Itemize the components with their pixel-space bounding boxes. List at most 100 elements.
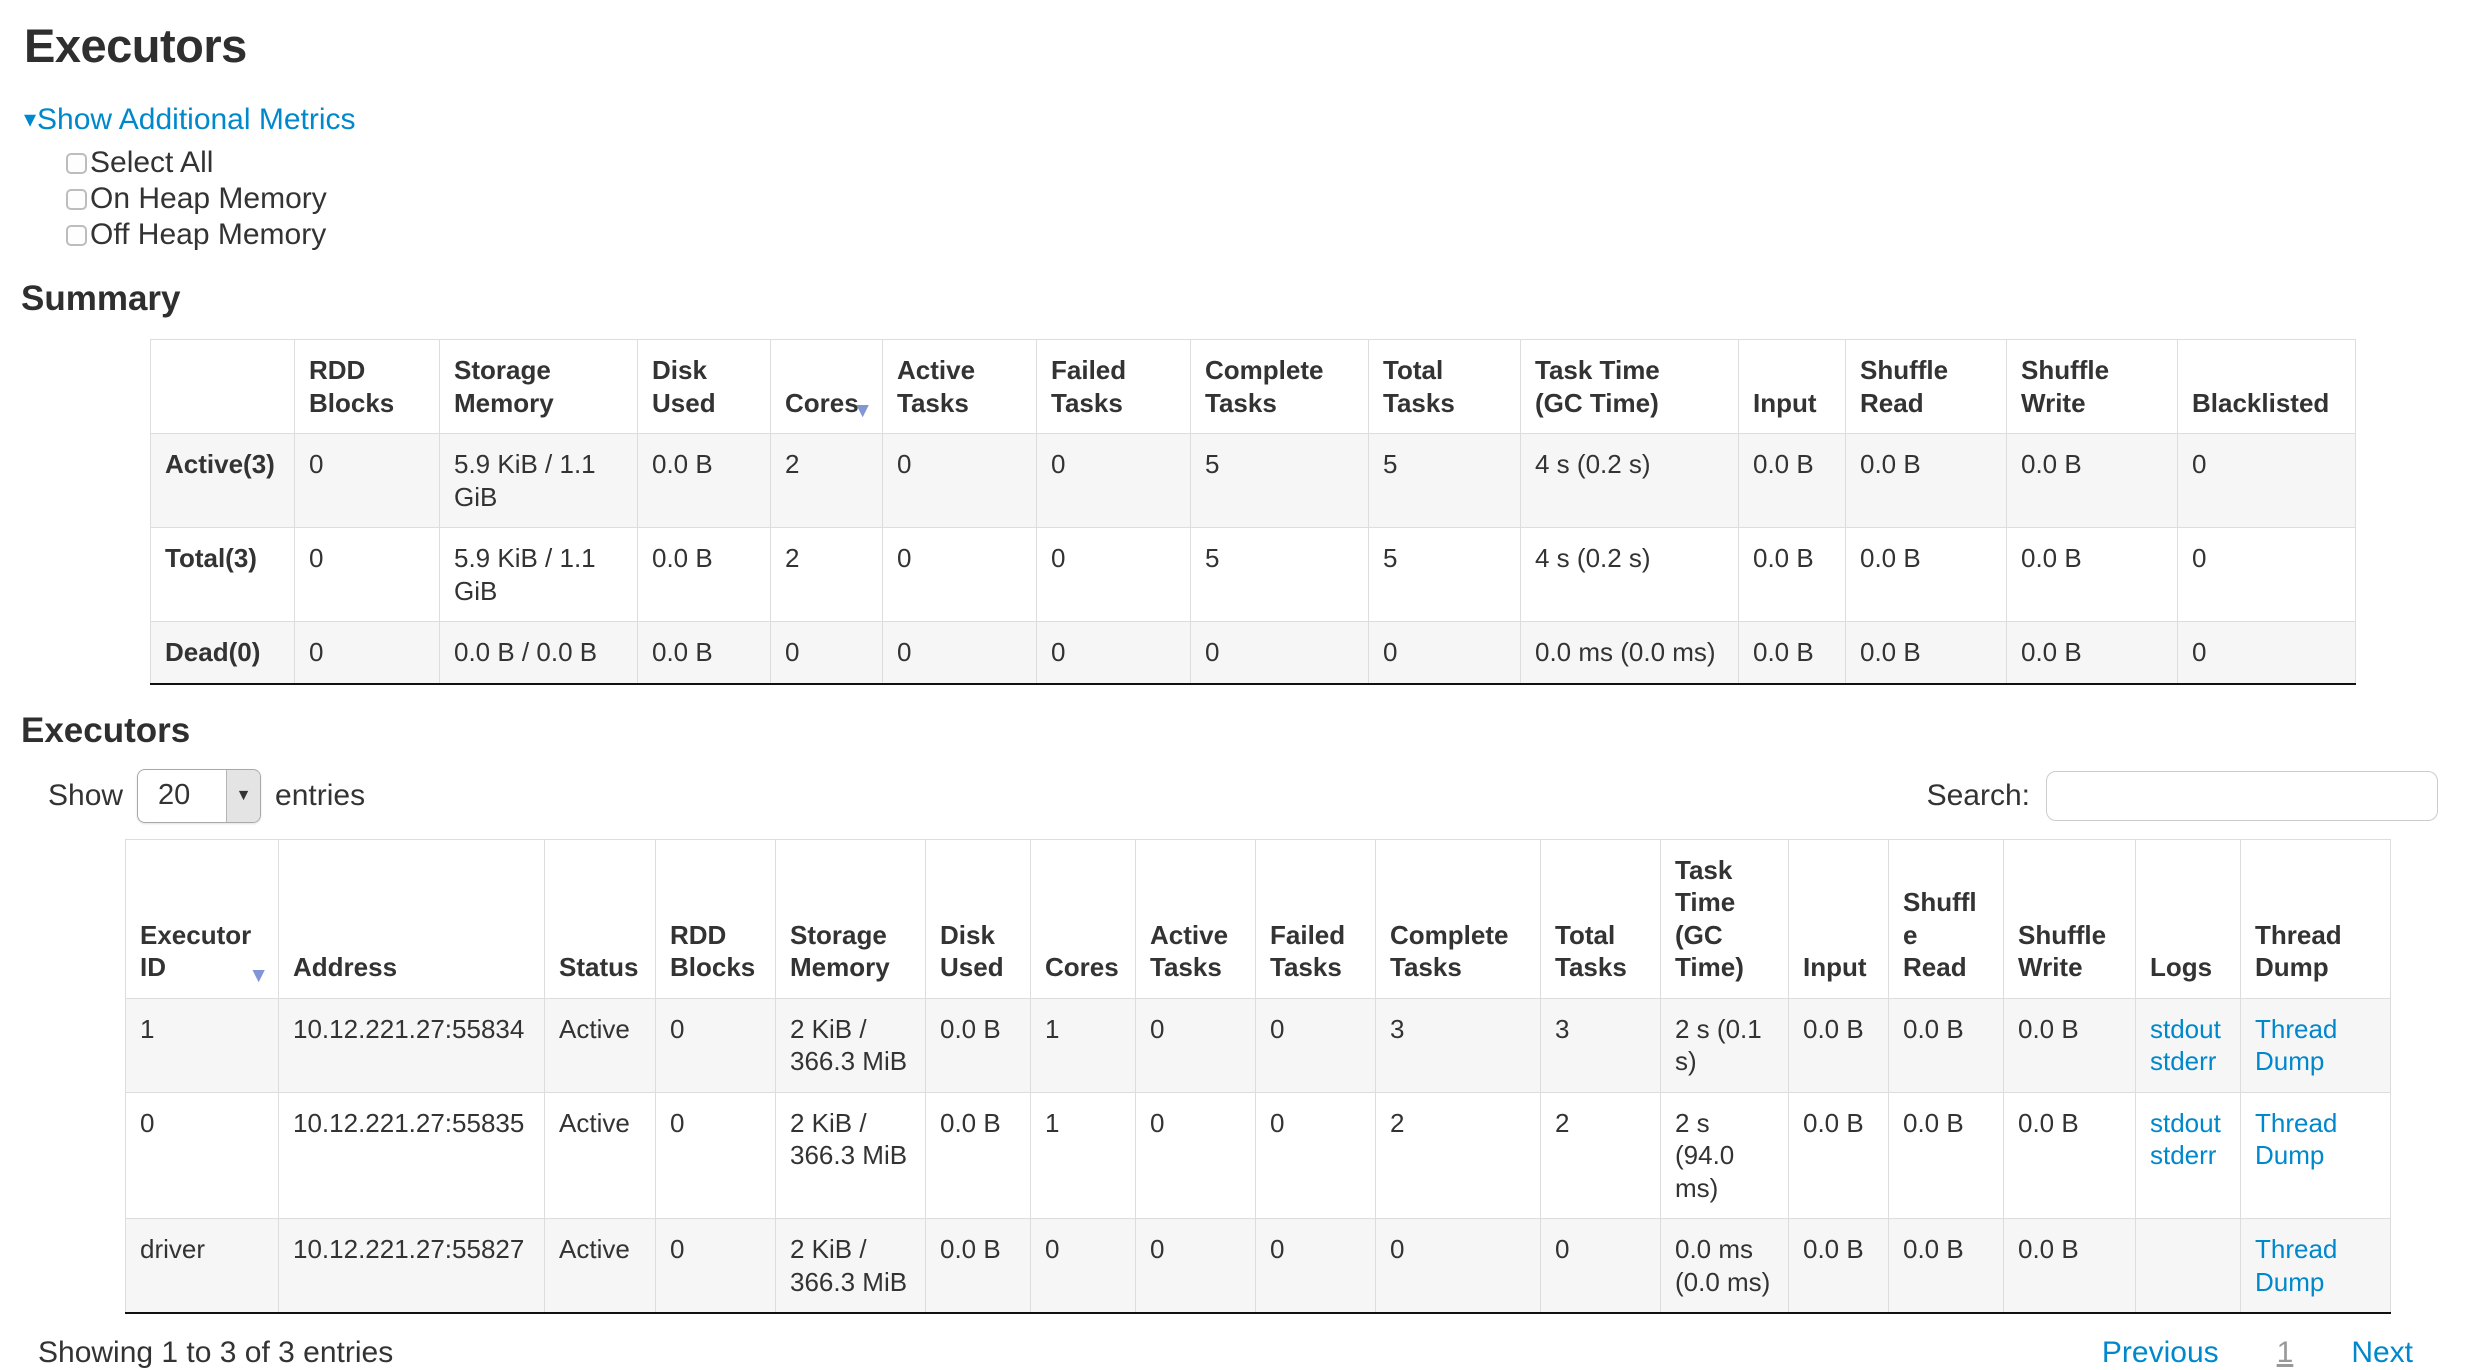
executor-cell: Active (544, 1091, 656, 1219)
executors-column-header[interactable]: Active Tasks (1135, 838, 1256, 999)
summary-column-header[interactable]: Total Tasks (1368, 339, 1521, 434)
summary-cell: 0.0 B (637, 621, 771, 685)
executor-cell: 0 (655, 997, 776, 1093)
executors-column-header[interactable]: Input (1788, 838, 1889, 999)
log-link-stdout[interactable]: stdout (2150, 1013, 2221, 1044)
summary-cell: 0 (882, 527, 1037, 622)
thread-dump-cell: Thread Dump (2240, 1218, 2391, 1314)
summary-table: RDD Blocks Storage Memory Disk Used Cores ▼ A… (150, 339, 2356, 685)
summary-row-label: Dead(0) (150, 621, 295, 685)
executors-column-header[interactable]: Logs (2135, 838, 2241, 999)
summary-column-header-label: Task Time (GC Time) (1535, 355, 1660, 418)
summary-column-header[interactable]: Task Time (GC Time) (1520, 339, 1739, 434)
executor-cell: 0.0 B (1788, 1091, 1889, 1219)
summary-column-header[interactable]: Shuffle Read (1845, 339, 2007, 434)
summary-column-header[interactable]: Complete Tasks (1190, 339, 1369, 434)
page-title: Executors (24, 19, 247, 72)
collapse-arrow-icon: ▾ (24, 106, 37, 133)
summary-column-header-label: Input (1753, 387, 1817, 418)
executors-column-header[interactable]: Failed Tasks (1255, 838, 1376, 999)
summary-cell: 5 (1190, 433, 1369, 528)
executors-column-header[interactable]: Address (278, 838, 545, 999)
executors-column-header[interactable]: Thread Dump (2240, 838, 2391, 999)
log-link-stdout[interactable]: stdout (2150, 1107, 2221, 1138)
thread-dump-link[interactable]: Thread Dump (2255, 1107, 2338, 1171)
executor-cell: 2 s (94.0 ms) (1660, 1091, 1789, 1219)
summary-cell: 0 (294, 621, 440, 685)
page-number-1[interactable]: 1 (2276, 1336, 2294, 1369)
summary-cell: 0 (2177, 433, 2356, 528)
executors-table-body: 1 10.12.221.27:55834 Active 0 2 KiB / 366.3 … (125, 997, 2391, 1314)
summary-column-header[interactable]: Active Tasks (882, 339, 1037, 434)
summary-heading: Summary (21, 279, 181, 318)
summary-cell: 0.0 B (1738, 433, 1846, 528)
executors-column-header-label: Thread Dump (2255, 919, 2342, 983)
next-page-button[interactable]: Next (2351, 1336, 2413, 1369)
executors-heading: Executors (21, 710, 191, 750)
summary-column-header-label: Blacklisted (2192, 387, 2330, 418)
summary-column-header[interactable]: Cores ▼ (770, 339, 883, 434)
entries-status-text: Showing 1 to 3 of 3 entries (38, 1336, 394, 1369)
summary-column-header-label: RDD Blocks (309, 355, 395, 418)
log-link-stderr[interactable]: stderr (2150, 1140, 2217, 1170)
executors-column-header-label: Shuffle Read (1903, 887, 1977, 982)
summary-column-header[interactable]: Blacklisted (2177, 339, 2356, 434)
executor-cell: 0.0 B (2003, 1218, 2136, 1314)
executors-column-header[interactable]: Complete Tasks (1375, 838, 1541, 999)
entries-label: entries (275, 778, 366, 812)
executor-cell: 0.0 B (2003, 997, 2136, 1093)
select-all-label: Select All (90, 146, 214, 179)
thread-dump-link[interactable]: Thread Dump (2255, 1234, 2338, 1297)
previous-page-button[interactable]: Previous (2101, 1336, 2219, 1369)
executor-cell: 0.0 B (1888, 1091, 2004, 1219)
executors-column-header[interactable]: Task Time (GC Time) (1660, 838, 1789, 999)
summary-cell: 2 (770, 527, 883, 622)
summary-column-header[interactable]: Disk Used (637, 339, 771, 434)
executors-column-header[interactable]: Storage Memory (775, 838, 926, 999)
summary-column-header[interactable]: Storage Memory (439, 339, 638, 434)
thread-dump-link[interactable]: Thread Dump (2255, 1013, 2338, 1077)
select-all-checkbox[interactable] (66, 152, 87, 174)
executor-cell: 2 KiB / 366.3 MiB (775, 1218, 926, 1314)
executor-cell: 0 (1255, 1218, 1376, 1314)
executors-column-header-label: Total Tasks (1555, 919, 1627, 983)
summary-column-header[interactable]: Failed Tasks (1036, 339, 1191, 434)
summary-column-header-label: Complete Tasks (1205, 355, 1324, 418)
summary-column-header[interactable]: Shuffle Write (2006, 339, 2178, 434)
summary-column-header[interactable] (150, 339, 295, 434)
executors-column-header[interactable]: Cores (1030, 838, 1136, 999)
page-size-select[interactable]: 20 ▼ (137, 768, 262, 823)
executors-column-header[interactable]: RDD Blocks (655, 838, 776, 999)
off-heap-memory-label: Off Heap Memory (90, 218, 327, 251)
metric-option-select-all: Select All (66, 145, 2466, 181)
search-input[interactable] (2046, 770, 2438, 821)
executors-table: Executor ID ▼ Address Status RDD Blocks Stora… (125, 838, 2391, 1315)
executors-column-header-label: Failed Tasks (1270, 919, 1346, 983)
executors-column-header[interactable]: Shuffle Write (2003, 838, 2136, 999)
executor-cell: 0.0 B (925, 997, 1031, 1093)
log-link-stderr[interactable]: stderr (2150, 1046, 2217, 1076)
executors-column-header[interactable]: Disk Used (925, 838, 1031, 999)
summary-cell: 0 (882, 621, 1037, 685)
show-additional-metrics-toggle[interactable]: ▾ Show Additional Metrics (24, 103, 356, 137)
executor-cell: 0 (1030, 1218, 1136, 1314)
executor-cell: 0 (1540, 1218, 1661, 1314)
summary-column-header[interactable]: Input (1738, 339, 1846, 434)
summary-cell: 0.0 B (2006, 527, 2178, 622)
executor-cell: 0 (655, 1218, 776, 1314)
on-heap-memory-label: On Heap Memory (90, 182, 327, 215)
summary-column-header-label: Cores (785, 387, 859, 418)
on-heap-memory-checkbox[interactable] (66, 188, 87, 210)
summary-cell: 0.0 ms (0.0 ms) (1520, 621, 1739, 685)
page-size-value: 20 (158, 779, 191, 811)
executor-cell: 0.0 ms (0.0 ms) (1660, 1218, 1789, 1314)
summary-column-header[interactable]: RDD Blocks (294, 339, 440, 434)
executors-column-header[interactable]: Total Tasks (1540, 838, 1661, 999)
executors-column-header[interactable]: Shuffle Read (1888, 838, 2004, 999)
executors-column-header[interactable]: Status (544, 838, 656, 999)
off-heap-memory-checkbox[interactable] (66, 224, 87, 246)
summary-cell: 0 (1036, 433, 1191, 528)
summary-cell: 2 (770, 433, 883, 528)
executors-column-header[interactable]: Executor ID ▼ (125, 838, 279, 999)
